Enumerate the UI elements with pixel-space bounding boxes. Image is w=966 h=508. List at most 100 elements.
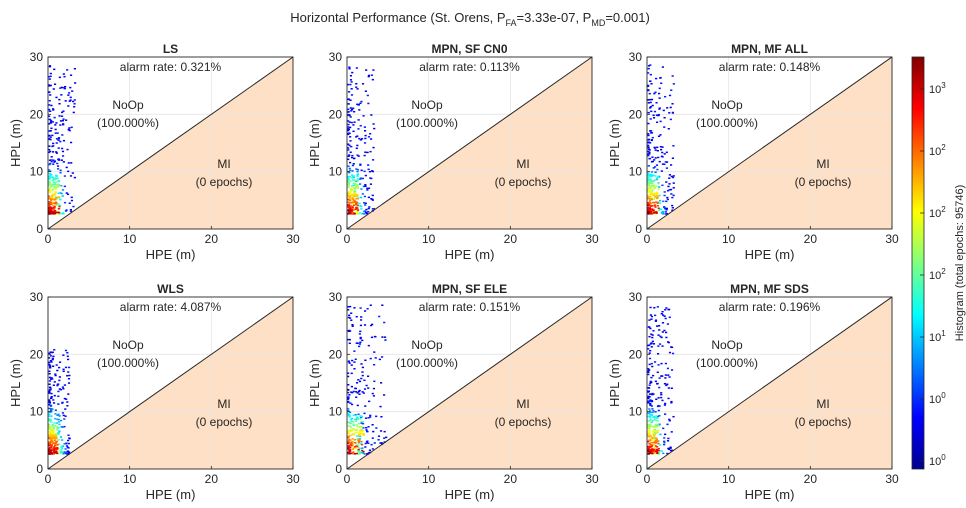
histogram-cell — [661, 331, 664, 333]
histogram-cell — [670, 431, 673, 433]
histogram-cell — [350, 420, 353, 423]
histogram-cell — [664, 211, 667, 213]
histogram-core-cell — [58, 196, 61, 198]
histogram-cell — [363, 195, 366, 198]
histogram-cell — [359, 324, 363, 327]
histogram-cell — [647, 203, 650, 206]
histogram-cell — [672, 182, 675, 184]
x-tick-label: 30 — [885, 232, 899, 246]
histogram-core-cell — [359, 415, 362, 417]
histogram-core-cell — [355, 195, 358, 198]
y-tick-label: 0 — [635, 462, 642, 476]
histogram-cell — [57, 137, 61, 139]
histogram-cell — [379, 442, 382, 444]
histogram-cell — [650, 139, 653, 142]
histogram-cell — [648, 151, 651, 154]
histogram-cell — [364, 417, 368, 419]
histogram-cell — [658, 208, 661, 210]
histogram-cell — [358, 380, 362, 383]
histogram-cell — [69, 175, 73, 177]
histogram-cell — [350, 110, 353, 112]
histogram-core-cell — [348, 450, 351, 453]
histogram-cell — [360, 138, 364, 140]
histogram-cell — [348, 330, 351, 333]
histogram-cell — [66, 450, 70, 452]
histogram-core-cell — [51, 431, 54, 434]
histogram-cell — [357, 119, 360, 121]
histogram-core-cell — [57, 196, 60, 199]
y-tick-label: 20 — [30, 107, 44, 121]
histogram-cell — [665, 336, 668, 339]
noop-percent: (100.000%) — [696, 356, 758, 370]
histogram-cell — [49, 150, 52, 153]
histogram-core-cell — [353, 212, 356, 215]
histogram-cell — [359, 139, 362, 141]
histogram-cell — [351, 325, 354, 328]
histogram-core-cell — [356, 431, 359, 434]
histogram-cell — [358, 212, 362, 214]
histogram-cell — [347, 185, 351, 187]
histogram-cell — [361, 371, 364, 373]
histogram-cell — [658, 329, 661, 331]
histogram-cell — [375, 415, 378, 418]
histogram-cell — [48, 372, 51, 375]
histogram-core-cell — [355, 193, 358, 196]
histogram-core-cell — [361, 443, 364, 446]
histogram-cell — [653, 444, 656, 446]
histogram-cell — [61, 119, 65, 122]
histogram-cell — [381, 304, 384, 306]
histogram-core-cell — [56, 177, 59, 180]
histogram-cell — [67, 452, 70, 454]
histogram-core-cell — [52, 211, 55, 214]
histogram-cell — [364, 359, 367, 362]
histogram-cell — [664, 402, 667, 405]
histogram-cell — [663, 404, 667, 406]
histogram-cell — [368, 449, 372, 452]
histogram-cell — [49, 351, 52, 353]
histogram-cell — [61, 147, 64, 150]
histogram-core-cell — [57, 208, 60, 210]
histogram-core-cell — [52, 442, 56, 445]
histogram-cell — [49, 94, 52, 96]
histogram-cell — [647, 172, 650, 174]
histogram-core-cell — [362, 450, 365, 453]
histogram-core-cell — [647, 208, 650, 210]
histogram-cell — [647, 176, 650, 179]
histogram-cell — [357, 213, 360, 215]
histogram-cell — [65, 398, 68, 400]
histogram-core-cell — [648, 182, 651, 184]
histogram-core-cell — [348, 197, 351, 199]
histogram-cell — [63, 201, 67, 204]
histogram-core-cell — [652, 448, 655, 451]
histogram-core-cell — [649, 416, 652, 419]
histogram-cell — [650, 399, 653, 402]
histogram-cell — [50, 351, 54, 354]
histogram-cell — [666, 196, 669, 199]
histogram-cell — [363, 412, 366, 415]
histogram-core-cell — [356, 418, 359, 420]
histogram-core-cell — [351, 197, 354, 199]
histogram-cell — [62, 414, 65, 417]
histogram-cell — [372, 69, 375, 71]
histogram-cell — [648, 92, 651, 95]
histogram-cell — [66, 69, 69, 71]
histogram-core-cell — [51, 428, 54, 431]
histogram-cell — [355, 67, 358, 69]
histogram-cell — [59, 419, 63, 422]
histogram-cell — [360, 100, 363, 103]
histogram-cell — [372, 208, 376, 210]
histogram-cell — [660, 396, 663, 399]
histogram-core-cell — [655, 196, 658, 199]
histogram-cell — [361, 422, 365, 425]
histogram-core-cell — [53, 213, 56, 215]
histogram-cell — [348, 207, 351, 210]
histogram-cell — [48, 78, 51, 80]
histogram-cell — [55, 212, 58, 215]
histogram-cells — [48, 349, 71, 455]
histogram-cell — [57, 139, 60, 142]
histogram-cell — [647, 138, 651, 141]
histogram-cell — [355, 212, 358, 215]
histogram-core-cell — [51, 176, 55, 179]
histogram-cell — [58, 98, 61, 101]
histogram-cell — [347, 372, 350, 374]
